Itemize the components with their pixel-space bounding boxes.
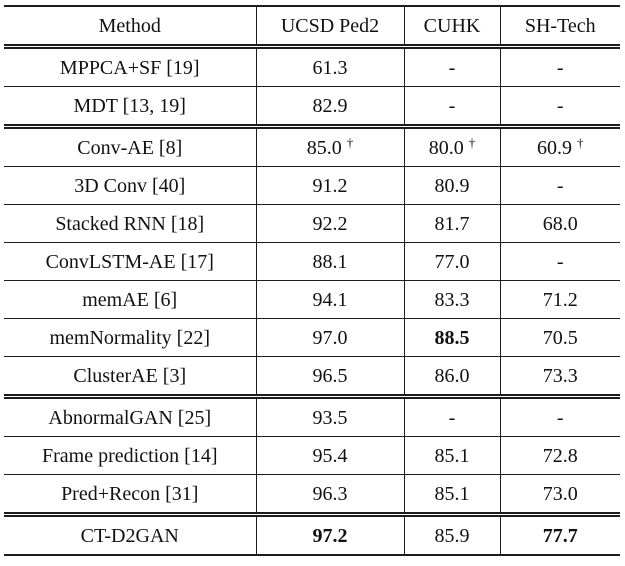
method-cell: 3D Conv [40]	[4, 166, 257, 205]
table-row-pred-recon: Pred+Recon [31] 96.3 85.1 73.0	[4, 474, 620, 517]
cuhk-cell: 88.5	[404, 318, 501, 357]
sh-tech-cell: 77.7	[500, 514, 620, 556]
ucsd-ped2-cell: 94.1	[256, 280, 405, 319]
cuhk-cell: 81.7	[404, 204, 501, 243]
sh-tech-cell: 60.9 †	[500, 126, 620, 167]
dagger-footnote-mark: †	[346, 134, 354, 150]
table-row-mppca-sf: MPPCA+SF [19] 61.3 - -	[4, 46, 620, 87]
ucsd-ped2-cell: 92.2	[256, 204, 405, 243]
score-value: 80.0	[428, 136, 464, 159]
method-cell: Stacked RNN [18]	[4, 204, 257, 243]
method-cell: ConvLSTM-AE [17]	[4, 242, 257, 281]
ucsd-ped2-cell: 96.3	[256, 474, 405, 517]
cuhk-cell: 85.9	[404, 514, 501, 556]
cuhk-cell: 85.1	[404, 474, 501, 517]
method-cell: memAE [6]	[4, 280, 257, 319]
method-cell: MPPCA+SF [19]	[4, 46, 257, 87]
sh-tech-cell: -	[500, 166, 620, 205]
ucsd-ped2-cell: 95.4	[256, 436, 405, 475]
ucsd-ped2-cell: 82.9	[256, 86, 405, 129]
ucsd-ped2-cell: 97.2	[256, 514, 405, 556]
sh-tech-cell: -	[500, 46, 620, 87]
ucsd-ped2-cell: 97.0	[256, 318, 405, 357]
ucsd-ped2-cell: 61.3	[256, 46, 405, 87]
sh-tech-cell: -	[500, 242, 620, 281]
col-header-cuhk: CUHK	[404, 5, 501, 49]
cuhk-cell: 80.9	[404, 166, 501, 205]
table-row-abnormalgan: AbnormalGAN [25] 93.5 - -	[4, 396, 620, 437]
sh-tech-cell: 71.2	[500, 280, 620, 319]
method-cell: MDT [13, 19]	[4, 86, 257, 129]
dagger-footnote-mark: †	[577, 134, 584, 150]
table-row-convlstm-ae: ConvLSTM-AE [17] 88.1 77.0 -	[4, 242, 620, 281]
cuhk-cell: 86.0	[404, 356, 501, 399]
cuhk-cell: -	[404, 86, 501, 129]
table-row-ct-d2gan: CT-D2GAN 97.2 85.9 77.7	[4, 514, 620, 556]
ucsd-ped2-cell: 88.1	[256, 242, 405, 281]
score-value: 60.9	[537, 136, 572, 159]
sh-tech-cell: 68.0	[500, 204, 620, 243]
col-header-sh-tech: SH-Tech	[500, 5, 620, 49]
dagger-footnote-mark: †	[468, 134, 476, 150]
method-cell: Pred+Recon [31]	[4, 474, 257, 517]
sh-tech-cell: -	[500, 86, 620, 129]
table-row-memnormality: memNormality [22] 97.0 88.5 70.5	[4, 318, 620, 357]
col-header-ucsd-ped2: UCSD Ped2	[256, 5, 405, 49]
table-row-stacked-rnn: Stacked RNN [18] 92.2 81.7 68.0	[4, 204, 620, 243]
method-cell: CT-D2GAN	[4, 514, 257, 556]
ucsd-ped2-cell: 93.5	[256, 396, 405, 437]
ucsd-ped2-cell: 85.0 †	[256, 126, 405, 167]
table-row-frame-prediction: Frame prediction [14] 95.4 85.1 72.8	[4, 436, 620, 475]
benchmark-results-table: Method UCSD Ped2 CUHK SH-Tech MPPCA+SF […	[4, 5, 620, 556]
cuhk-cell: 80.0 †	[404, 126, 501, 167]
method-cell: Frame prediction [14]	[4, 436, 257, 475]
table-row-mdt: MDT [13, 19] 82.9 - -	[4, 86, 620, 129]
ucsd-ped2-cell: 91.2	[256, 166, 405, 205]
sh-tech-cell: 73.0	[500, 474, 620, 517]
table-row-memae: memAE [6] 94.1 83.3 71.2	[4, 280, 620, 319]
method-cell: Conv-AE [8]	[4, 126, 257, 167]
method-cell: ClusterAE [3]	[4, 356, 257, 399]
cuhk-cell: 85.1	[404, 436, 501, 475]
sh-tech-cell: -	[500, 396, 620, 437]
table-row-3d-conv: 3D Conv [40] 91.2 80.9 -	[4, 166, 620, 205]
cuhk-cell: 83.3	[404, 280, 501, 319]
sh-tech-cell: 70.5	[500, 318, 620, 357]
col-header-method: Method	[4, 5, 257, 49]
sh-tech-cell: 73.3	[500, 356, 620, 399]
method-cell: AbnormalGAN [25]	[4, 396, 257, 437]
cuhk-cell: -	[404, 396, 501, 437]
ucsd-ped2-cell: 96.5	[256, 356, 405, 399]
table-row-clusterae: ClusterAE [3] 96.5 86.0 73.3	[4, 356, 620, 399]
score-value: 85.0	[306, 136, 342, 159]
method-cell: memNormality [22]	[4, 318, 257, 357]
table-header-row: Method UCSD Ped2 CUHK SH-Tech	[4, 5, 620, 49]
table-row-conv-ae: Conv-AE [8] 85.0 † 80.0 † 60.9 †	[4, 126, 620, 167]
cuhk-cell: -	[404, 46, 501, 87]
sh-tech-cell: 72.8	[500, 436, 620, 475]
cuhk-cell: 77.0	[404, 242, 501, 281]
